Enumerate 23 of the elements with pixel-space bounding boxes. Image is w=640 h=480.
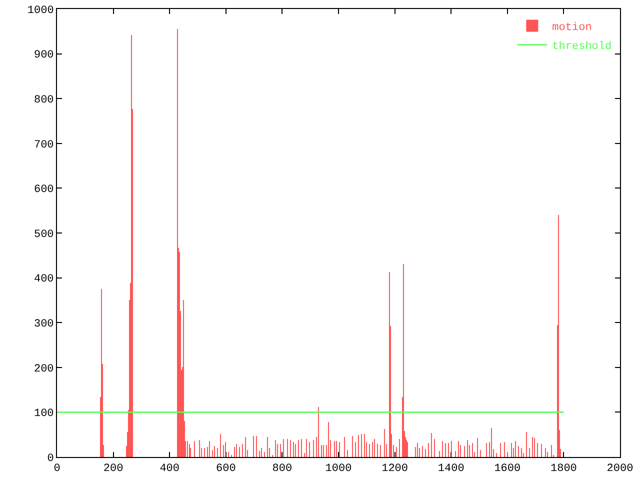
y-tick-label: 700: [34, 139, 54, 152]
x-tick-label: 1200: [382, 463, 408, 476]
x-tick-label: 2000: [606, 463, 634, 476]
y-tick-label: 300: [34, 318, 54, 330]
x-tick-label: 400: [160, 463, 180, 476]
y-tick-label: 100: [34, 408, 54, 420]
x-tick-label: 1000: [325, 463, 352, 476]
legend-label: motion: [552, 22, 592, 34]
x-tick-label: 1800: [550, 463, 577, 476]
legend-label: threshold: [552, 41, 612, 54]
y-tick-label: 200: [34, 363, 54, 376]
y-tick-label: 500: [34, 228, 54, 241]
x-tick-label: 600: [216, 463, 236, 476]
y-tick-label: 900: [34, 50, 54, 62]
x-tick-label: 1400: [438, 463, 464, 476]
x-tick-label: 800: [272, 463, 292, 476]
x-tick-label: 1600: [494, 463, 521, 476]
x-tick-label: 200: [103, 463, 124, 476]
y-tick-label: 800: [34, 94, 54, 106]
y-tick-label: 600: [34, 184, 54, 196]
y-tick-label: 0: [47, 452, 54, 465]
y-tick-label: 1000: [27, 4, 54, 17]
y-tick-label: 400: [34, 274, 54, 286]
